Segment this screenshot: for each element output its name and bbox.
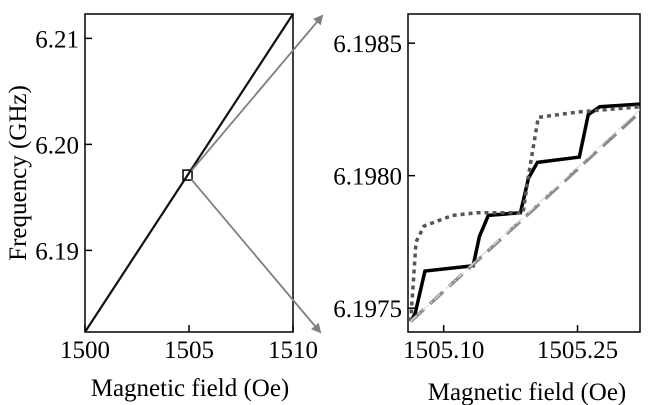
left-y-axis-label: Frequency (GHz) [5, 85, 32, 261]
right-series-group [408, 102, 642, 323]
right-plot-frame [407, 13, 641, 333]
left-panel: 1500 1505 1510 6.19 6.20 6.21 Magnetic field … [5, 13, 318, 402]
right-y-tick-label: 6.1985 [333, 31, 402, 58]
connector-arrow-bottom [190, 179, 322, 334]
connector-arrow-top [190, 14, 324, 172]
left-y-tick-label: 6.20 [35, 132, 79, 159]
left-x-tick-label: 1505 [164, 337, 214, 364]
right-panel: 1505.10 1505.25 6.1975 6.1980 6.1985 Magneti… [333, 13, 642, 405]
left-series-group [84, 13, 294, 333]
left-x-axis-label: Magnetic field (Oe) [91, 375, 290, 402]
right-series-dashdot-lightgray-line [410, 108, 641, 322]
right-y-tick-label: 6.1980 [333, 164, 402, 191]
right-x-tick-label: 1505.10 [403, 337, 484, 364]
left-x-tick-label: 1500 [60, 337, 110, 364]
left-y-tick-label: 6.19 [35, 238, 79, 265]
left-y-tick-label: 6.21 [35, 26, 79, 53]
right-axis-ticks: 1505.10 1505.25 6.1975 6.1980 6.1985 [333, 31, 618, 364]
right-series-solid-black-line [409, 102, 641, 323]
right-series-dotted-darkgray-line [408, 105, 641, 322]
right-y-tick-label: 6.1975 [333, 296, 402, 323]
left-series-0-line [84, 13, 294, 333]
right-x-axis-label: Magnetic field (Oe) [428, 379, 627, 405]
zoom-connectors [190, 14, 324, 334]
left-x-tick-label: 1510 [268, 337, 318, 364]
right-x-tick-label: 1505.25 [537, 337, 618, 364]
zoom-region-box [182, 169, 193, 181]
left-axis-ticks: 1500 1505 1510 6.19 6.20 6.21 [35, 26, 318, 364]
